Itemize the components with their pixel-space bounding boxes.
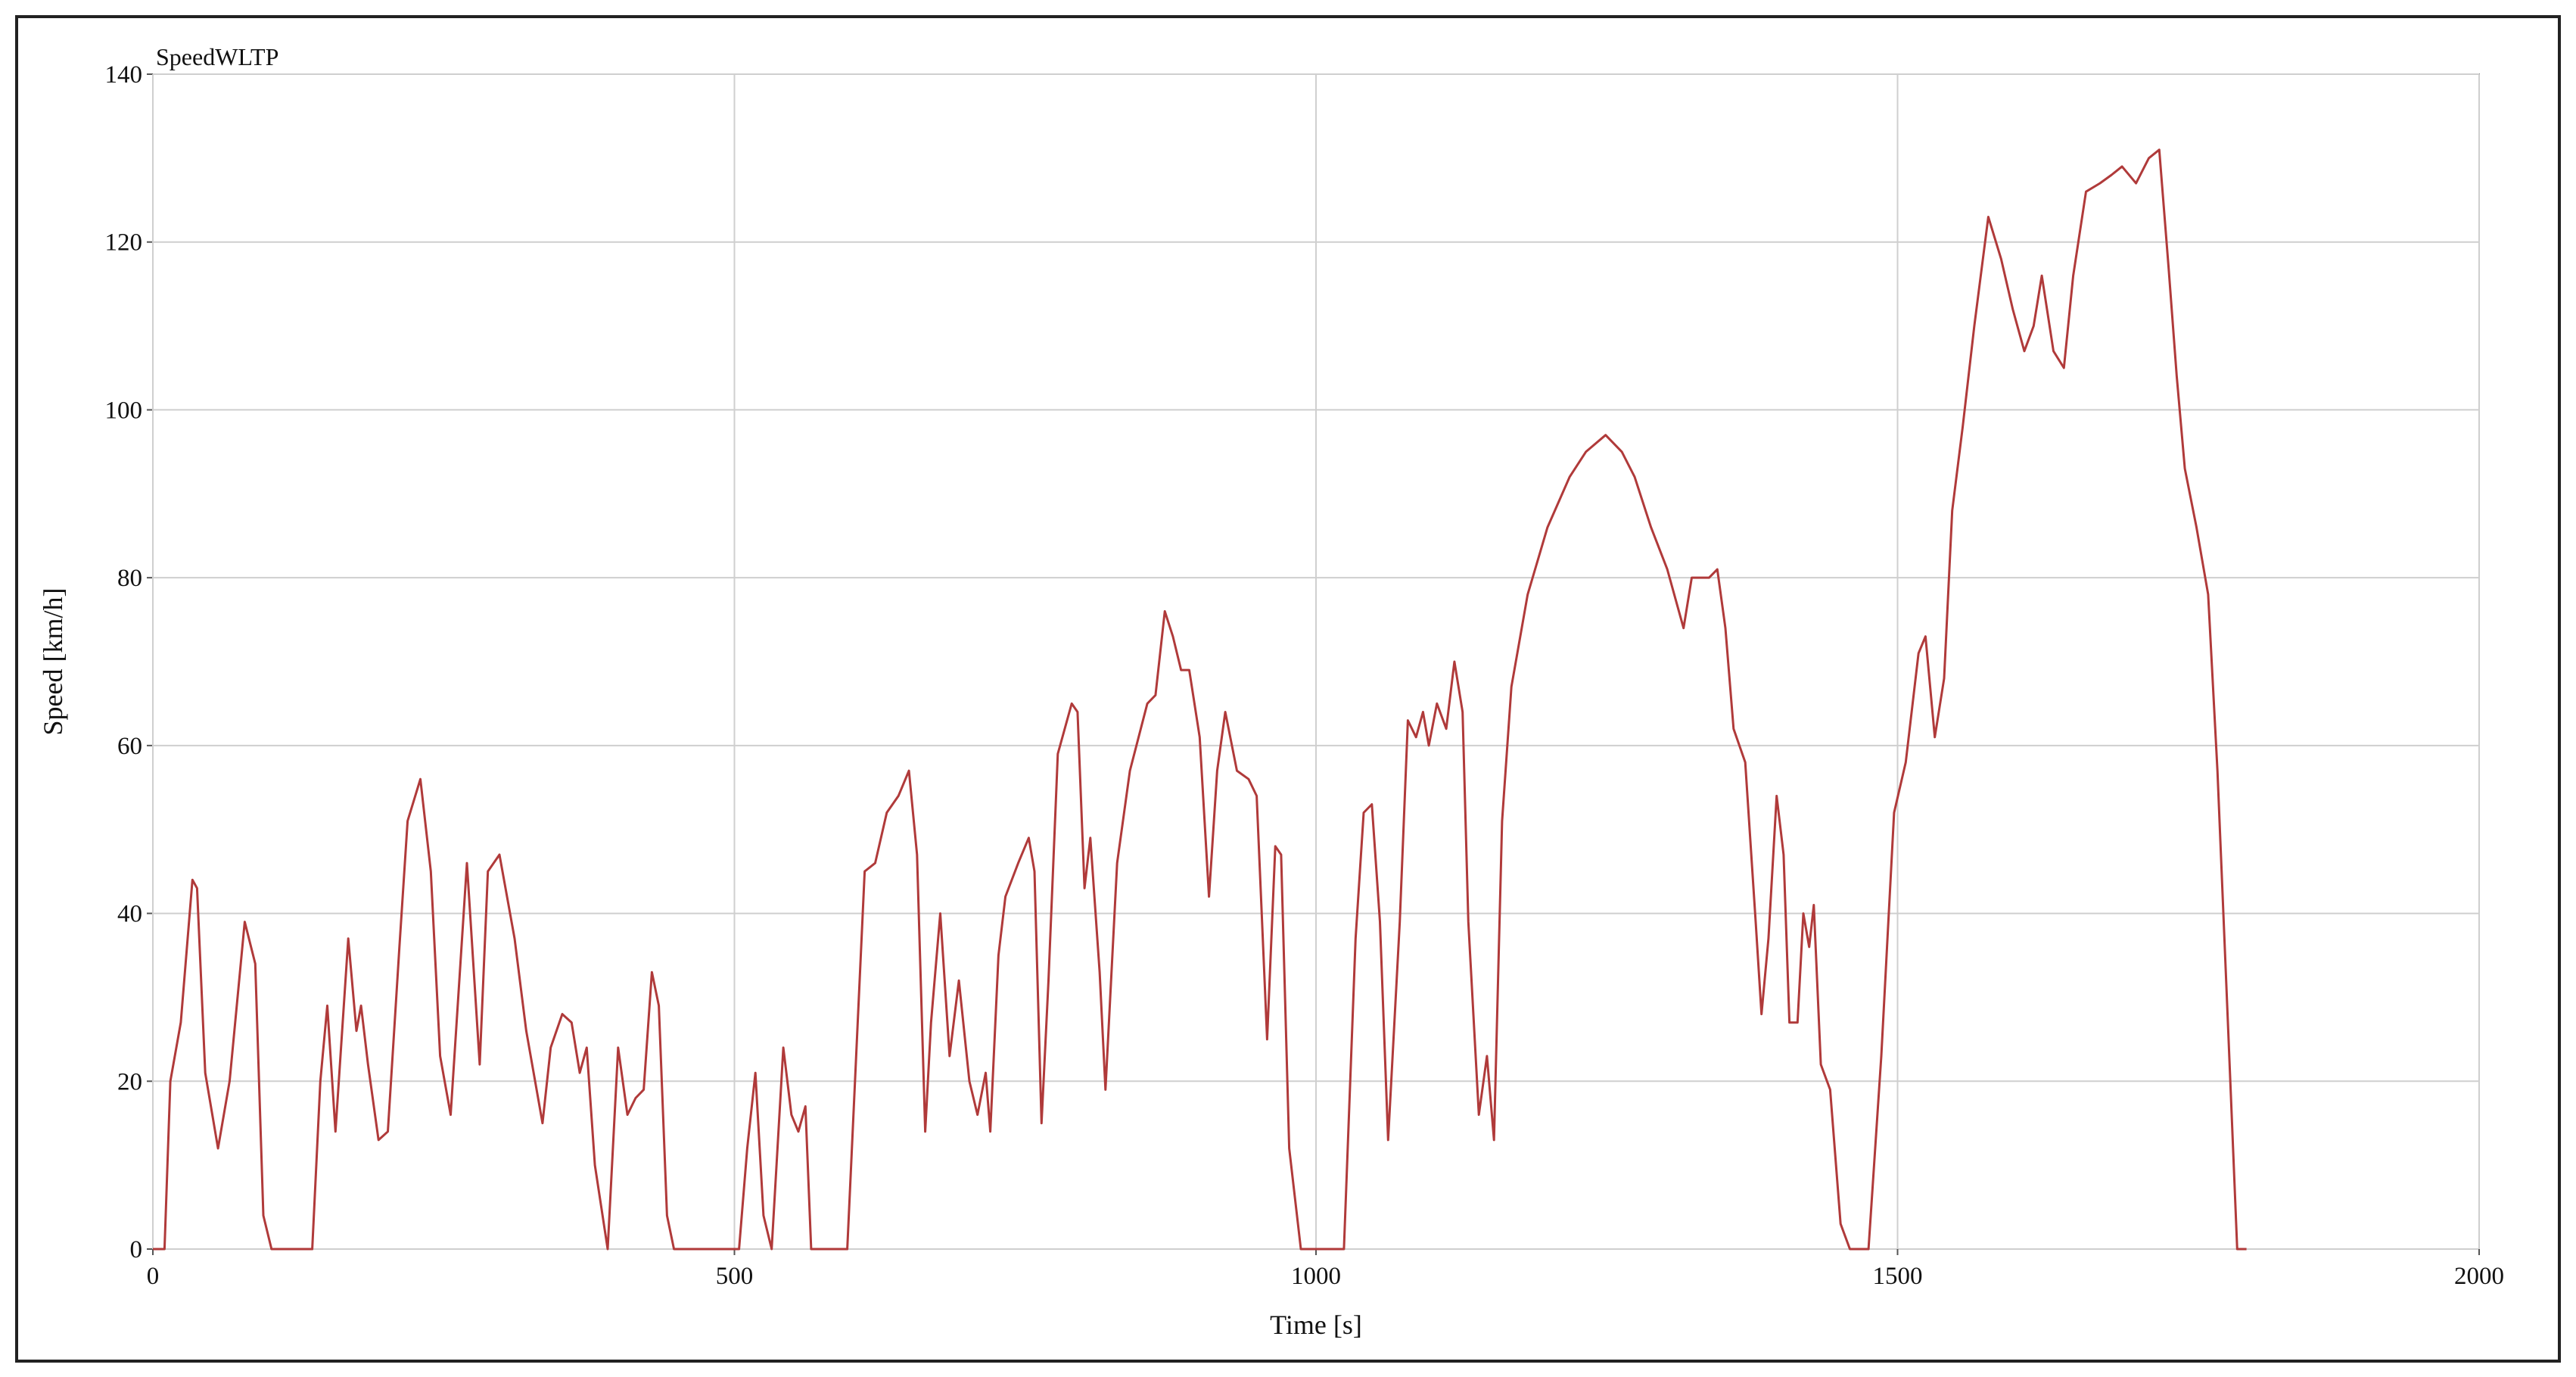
frame [15, 15, 2561, 1363]
y-tick-label: 120 [105, 229, 143, 257]
y-tick-label: 140 [105, 61, 143, 89]
x-axis-label: Time [s] [1270, 1310, 1362, 1340]
x-tick-label: 0 [147, 1263, 160, 1290]
x-tick-label: 1500 [1873, 1263, 1923, 1290]
speed-line [153, 148, 2247, 1251]
y-tick-label: 0 [130, 1236, 143, 1263]
x-tick-label: 500 [716, 1263, 754, 1290]
y-tick-label: 80 [117, 565, 142, 592]
y-tick-label: 20 [117, 1068, 142, 1095]
y-tick-label: 60 [117, 733, 142, 760]
y-axis-label: Speed [km/h] [38, 588, 68, 736]
y-tick-label: 100 [105, 397, 143, 424]
x-tick-label: 1000 [1291, 1263, 1341, 1290]
x-tick-label: 2000 [2454, 1263, 2504, 1290]
y-tick-label: 40 [117, 901, 142, 928]
chart-title: SpeedWLTP [156, 43, 278, 70]
